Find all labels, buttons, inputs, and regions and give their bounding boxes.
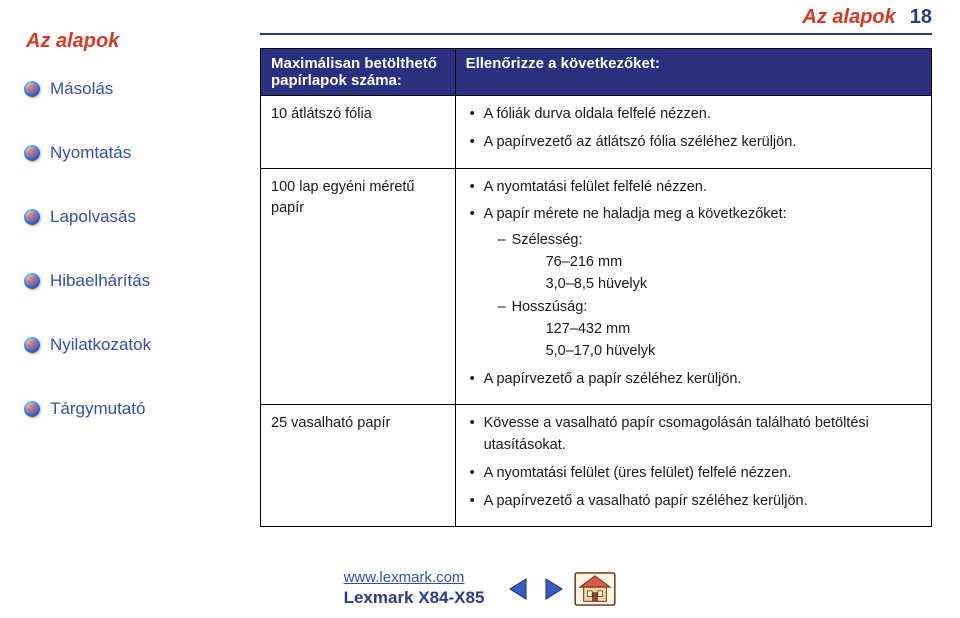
page-footer: www.lexmark.com Lexmark X84-X85 <box>0 569 960 608</box>
list-item: A papírvezető a vasalható papír széléhez… <box>468 491 921 513</box>
sublist-value: 76–216 mm <box>512 252 921 274</box>
sidebar-item-label: Hibaelhárítás <box>50 271 150 291</box>
table-row: 25 vasalható papír Kövesse a vasalható p… <box>261 405 932 527</box>
sidebar-item-label: Tárgymutató <box>50 399 145 419</box>
bullet-icon <box>24 209 40 225</box>
prev-page-icon[interactable] <box>506 576 532 602</box>
table-cell: 10 átlátszó fólia <box>261 96 456 169</box>
list-item: A papírvezető a papír széléhez kerüljön. <box>468 369 921 391</box>
bullet-icon <box>24 145 40 161</box>
list-item: A nyomtatási felület felfelé nézzen. <box>468 177 921 199</box>
list-item: A nyomtatási felület (üres felület) felf… <box>468 463 921 485</box>
sublist-value: 3,0–8,5 hüvelyk <box>512 274 921 296</box>
main-content: Maximálisan betölthető papírlapok száma:… <box>260 48 932 527</box>
sidebar-item-label: Nyomtatás <box>50 143 131 163</box>
header-page-number: 18 <box>910 6 932 29</box>
sublist-label: Szélesség: <box>512 232 583 248</box>
list-item: Kövesse a vasalható papír csomagolásán t… <box>468 413 921 457</box>
header-title: Az alapok <box>802 6 895 29</box>
table-cell: 100 lap egyéni méretű papír <box>261 168 456 405</box>
sublist-item: Hosszúság: 127–432 mm 5,0–17,0 hüvelyk <box>498 297 921 362</box>
table-cell: 25 vasalható papír <box>261 405 456 527</box>
table-row: 10 átlátszó fólia A fóliák durva oldala … <box>261 96 932 169</box>
sublist-label: Hosszúság: <box>512 299 588 315</box>
sublist-item: Szélesség: 76–216 mm 3,0–8,5 hüvelyk <box>498 230 921 295</box>
footer-link[interactable]: www.lexmark.com <box>344 569 485 586</box>
sidebar-item-targymutato[interactable]: Tárgymutató <box>24 399 240 419</box>
sidebar-item-masolas[interactable]: Másolás <box>24 79 240 99</box>
paper-capacity-table: Maximálisan betölthető papírlapok száma:… <box>260 48 932 527</box>
table-cell: A nyomtatási felület felfelé nézzen. A p… <box>455 168 931 405</box>
list-item: A fóliák durva oldala felfelé nézzen. <box>468 104 921 126</box>
list-item: A papír mérete ne haladja meg a következ… <box>468 204 921 362</box>
table-row: 100 lap egyéni méretű papír A nyomtatási… <box>261 168 932 405</box>
bullet-icon <box>24 273 40 289</box>
sidebar-item-label: Nyilatkozatok <box>50 335 151 355</box>
list-item: A papírvezető az átlátszó fólia széléhez… <box>468 132 921 154</box>
list-item-text: A papír mérete ne haladja meg a következ… <box>484 206 787 222</box>
footer-nav-icons <box>506 572 616 606</box>
sublist-value: 127–432 mm <box>512 319 921 341</box>
bullet-icon <box>24 81 40 97</box>
table-col2-header: Ellenőrizze a következőket: <box>455 49 931 96</box>
home-icon[interactable] <box>574 572 616 606</box>
sidebar-item-label: Másolás <box>50 79 113 99</box>
next-page-icon[interactable] <box>540 576 566 602</box>
bullet-icon <box>24 337 40 353</box>
sidebar-item-hibaelharitas[interactable]: Hibaelhárítás <box>24 271 240 291</box>
bullet-icon <box>24 401 40 417</box>
sidebar-item-label: Lapolvasás <box>50 207 136 227</box>
sidebar-item-nyomtatas[interactable]: Nyomtatás <box>24 143 240 163</box>
sublist-value: 5,0–17,0 hüvelyk <box>512 341 921 363</box>
page-header: Az alapok 18 <box>260 6 932 35</box>
footer-model: Lexmark X84-X85 <box>344 588 485 608</box>
sidebar-heading: Az alapok <box>26 30 240 53</box>
sidebar: Az alapok Másolás Nyomtatás Lapolvasás H… <box>20 30 240 463</box>
table-cell: Kövesse a vasalható papír csomagolásán t… <box>455 405 931 527</box>
sidebar-item-lapolvasas[interactable]: Lapolvasás <box>24 207 240 227</box>
table-cell: A fóliák durva oldala felfelé nézzen. A … <box>455 96 931 169</box>
sidebar-item-nyilatkozatok[interactable]: Nyilatkozatok <box>24 335 240 355</box>
table-col1-header: Maximálisan betölthető papírlapok száma: <box>261 49 456 96</box>
